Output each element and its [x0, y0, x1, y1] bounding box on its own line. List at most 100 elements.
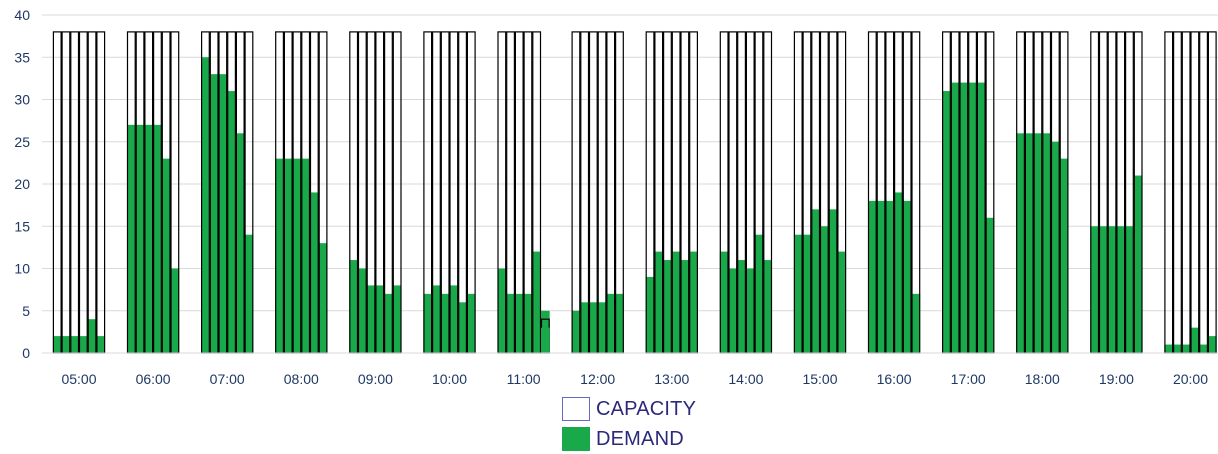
demand-bar	[466, 293, 476, 353]
demand-bar	[1199, 344, 1208, 353]
demand-bar	[127, 124, 136, 353]
capacity-bar	[87, 31, 97, 354]
demand-bar	[532, 251, 541, 353]
legend-label-capacity: CAPACITY	[596, 397, 697, 420]
x-tick-label: 19:00	[1099, 371, 1134, 387]
demand-bar	[218, 74, 228, 354]
demand-bar	[61, 336, 71, 353]
capacity-bar	[78, 31, 88, 354]
demand-bar	[885, 200, 895, 353]
demand-bar	[663, 260, 672, 353]
demand-bar	[950, 82, 960, 353]
demand-bar	[1042, 133, 1051, 353]
legend-swatch-demand	[562, 427, 590, 451]
demand-bar	[96, 336, 106, 353]
demand-bar	[275, 158, 284, 353]
x-tick-label: 10:00	[432, 371, 467, 387]
x-tick-label: 12:00	[580, 371, 615, 387]
demand-bar	[209, 74, 219, 354]
demand-bar	[1164, 344, 1174, 353]
capacity-bar	[1181, 31, 1191, 354]
demand-bar	[1099, 226, 1108, 353]
demand-bar	[1181, 344, 1191, 353]
demand-bar	[1024, 133, 1034, 353]
capacity-bar	[1172, 31, 1182, 354]
bars	[52, 31, 1217, 354]
demand-bar	[828, 209, 838, 353]
y-tick-label: 40	[14, 7, 30, 23]
demand-bar	[763, 260, 772, 353]
y-axis-ticks: 0 5 10 15 20 25 30 35 40	[14, 7, 30, 361]
y-tick-label: 5	[22, 303, 30, 319]
x-tick-label: 07:00	[210, 371, 245, 387]
demand-bar	[976, 82, 986, 353]
demand-bar	[349, 260, 358, 353]
demand-bar	[358, 268, 367, 353]
demand-bar	[968, 82, 977, 353]
x-tick-label: 16:00	[877, 371, 912, 387]
demand-bar	[523, 293, 533, 353]
demand-bar	[440, 293, 450, 353]
x-tick-label: 18:00	[1025, 371, 1060, 387]
demand-bar	[876, 200, 886, 353]
y-tick-label: 25	[14, 134, 30, 150]
demand-bar	[283, 158, 293, 353]
demand-bar	[911, 293, 921, 353]
x-tick-label: 13:00	[654, 371, 689, 387]
demand-bar	[244, 234, 254, 353]
demand-bar	[868, 200, 877, 353]
legend-item-demand: DEMAND	[562, 424, 696, 454]
capacity-bar	[61, 31, 71, 354]
demand-bar	[366, 285, 376, 353]
demand-bar	[1090, 226, 1099, 353]
demand-bar	[1125, 226, 1134, 353]
demand-bar	[1107, 226, 1117, 353]
demand-bar	[606, 293, 616, 353]
y-tick-label: 35	[14, 49, 30, 65]
chart: 0 5 10 15 20 25 30 35 40 05:00 06:00 07:00 08:00 09:…	[14, 7, 1218, 387]
demand-bar	[793, 234, 803, 353]
demand-bar	[1133, 175, 1143, 353]
demand-bar	[201, 57, 210, 353]
demand-bar	[894, 192, 903, 353]
capacity-bar	[52, 31, 62, 354]
demand-bar	[719, 251, 729, 353]
demand-bar	[1173, 344, 1182, 353]
demand-bar	[384, 293, 393, 353]
capacity-bar	[70, 31, 80, 354]
demand-bar	[837, 251, 847, 353]
capacity-bar	[1207, 31, 1217, 354]
x-tick-label: 17:00	[951, 371, 986, 387]
demand-bar	[135, 124, 145, 353]
demand-bar	[423, 293, 433, 353]
demand-bar	[902, 200, 912, 353]
demand-bar	[1116, 226, 1126, 353]
capacity-bar	[96, 31, 106, 354]
demand-bar	[318, 243, 328, 353]
legend: CAPACITY DEMAND	[562, 394, 696, 454]
demand-bar	[737, 260, 746, 353]
demand-bar	[1190, 327, 1200, 353]
demand-bar	[689, 251, 698, 353]
demand-bar	[310, 192, 319, 353]
demand-bar	[1016, 133, 1025, 353]
x-tick-label: 14:00	[728, 371, 763, 387]
demand-bar	[802, 234, 812, 353]
demand-bar	[87, 319, 97, 353]
demand-bar	[1033, 133, 1043, 353]
y-tick-label: 15	[14, 218, 30, 234]
x-tick-label: 05:00	[61, 371, 96, 387]
demand-bar	[458, 302, 467, 353]
demand-bar	[161, 158, 171, 353]
x-tick-label: 20:00	[1173, 371, 1208, 387]
demand-bar	[144, 124, 154, 353]
demand-bar	[671, 251, 681, 353]
x-tick-label: 15:00	[802, 371, 837, 387]
y-tick-label: 20	[14, 176, 30, 192]
demand-bar-overlay	[541, 327, 550, 353]
demand-bar	[942, 91, 951, 354]
demand-bar	[292, 158, 302, 353]
demand-bar	[571, 310, 581, 353]
capacity-bar	[1199, 31, 1208, 354]
legend-item-capacity: CAPACITY	[562, 394, 696, 424]
